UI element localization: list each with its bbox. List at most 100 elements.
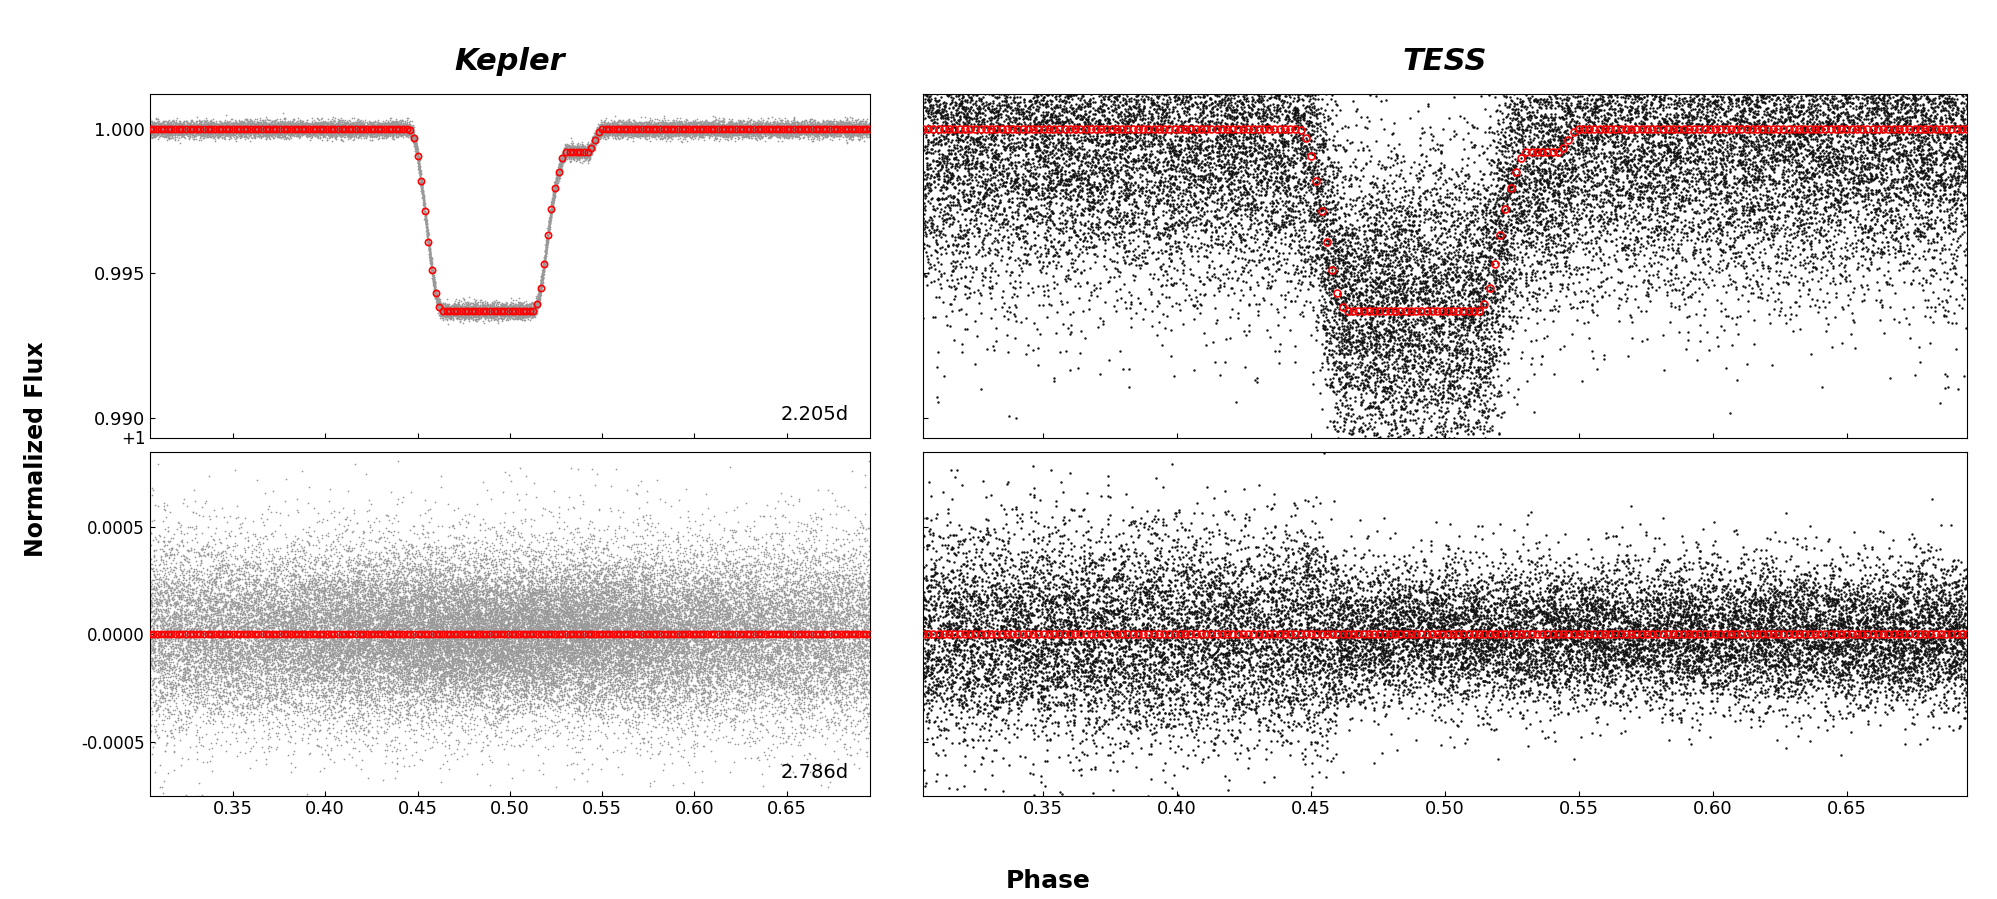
Point bbox=[775, 125, 807, 139]
Point bbox=[154, 123, 186, 138]
Point bbox=[1877, 601, 1909, 616]
Point bbox=[156, 127, 188, 141]
Point bbox=[1348, 592, 1380, 607]
Point bbox=[707, 635, 739, 649]
Point bbox=[829, 649, 861, 663]
Point bbox=[1540, 637, 1572, 652]
Point bbox=[971, 61, 1002, 76]
Point bbox=[411, 634, 443, 648]
Point bbox=[497, 619, 529, 634]
Point bbox=[333, 658, 365, 672]
Point bbox=[595, 603, 627, 618]
Point bbox=[911, 269, 943, 283]
Point bbox=[667, 125, 699, 139]
Point bbox=[649, 675, 681, 690]
Point bbox=[1400, 592, 1432, 606]
Point bbox=[805, 634, 837, 648]
Point bbox=[413, 708, 445, 723]
Point bbox=[140, 583, 172, 597]
Point bbox=[737, 128, 769, 142]
Point bbox=[583, 587, 615, 601]
Point bbox=[913, 650, 945, 664]
Point bbox=[395, 631, 427, 645]
Point bbox=[1032, 78, 1064, 93]
Point bbox=[643, 544, 675, 558]
Point bbox=[1266, 74, 1298, 88]
Point bbox=[1685, 197, 1717, 211]
Point bbox=[1300, 124, 1332, 138]
Point bbox=[355, 128, 387, 142]
Point bbox=[232, 659, 264, 673]
Point bbox=[569, 592, 601, 607]
Point bbox=[819, 578, 851, 592]
Point bbox=[256, 123, 288, 138]
Point bbox=[314, 623, 345, 637]
Point bbox=[1705, 618, 1737, 632]
Point bbox=[1296, 551, 1328, 565]
Point bbox=[1727, 15, 1759, 30]
Point bbox=[1528, 222, 1560, 236]
Point bbox=[1795, 673, 1827, 688]
Point bbox=[917, 569, 949, 583]
Point bbox=[1346, 327, 1378, 342]
Point bbox=[843, 121, 875, 136]
Point bbox=[733, 630, 765, 645]
Point bbox=[473, 588, 505, 602]
Point bbox=[168, 671, 200, 685]
Point bbox=[531, 232, 563, 246]
Point bbox=[1785, 48, 1817, 62]
Point bbox=[1256, 668, 1288, 682]
Point bbox=[1464, 362, 1496, 377]
Point bbox=[1843, 700, 1875, 715]
Point bbox=[298, 590, 330, 604]
Point bbox=[1528, 71, 1560, 85]
Point bbox=[210, 582, 242, 596]
Point bbox=[268, 623, 300, 637]
Point bbox=[1130, 565, 1162, 580]
Point bbox=[1777, 166, 1809, 181]
Point bbox=[1757, 639, 1789, 654]
Point bbox=[138, 122, 170, 137]
Point bbox=[280, 558, 312, 573]
Point bbox=[274, 120, 306, 135]
Point bbox=[1600, 530, 1632, 544]
Point bbox=[493, 631, 525, 645]
Point bbox=[1042, 123, 1074, 138]
Point bbox=[1827, 624, 1859, 638]
Point bbox=[949, 194, 981, 209]
Point bbox=[1719, 77, 1751, 92]
Point bbox=[1618, 617, 1650, 631]
Point bbox=[304, 764, 335, 779]
Point bbox=[1949, 169, 1981, 183]
Point bbox=[653, 632, 685, 646]
Point bbox=[1446, 623, 1478, 637]
Point bbox=[559, 141, 591, 156]
Point bbox=[633, 120, 665, 134]
Point bbox=[1388, 423, 1420, 437]
Point bbox=[328, 628, 359, 642]
Point bbox=[341, 111, 373, 126]
Point bbox=[691, 699, 723, 713]
Point bbox=[328, 573, 359, 587]
Point bbox=[280, 610, 312, 624]
Point bbox=[1138, 526, 1170, 540]
Point bbox=[152, 611, 184, 626]
Point bbox=[302, 630, 333, 645]
Point bbox=[379, 598, 411, 612]
Point bbox=[829, 623, 861, 637]
Point bbox=[1208, 530, 1240, 545]
Point bbox=[747, 650, 779, 664]
Point bbox=[373, 124, 405, 138]
Point bbox=[957, 130, 989, 145]
Point bbox=[533, 563, 565, 577]
Point bbox=[1498, 663, 1530, 677]
Point bbox=[683, 128, 715, 142]
Point bbox=[517, 612, 549, 627]
Point bbox=[1576, 541, 1608, 556]
Point bbox=[693, 619, 725, 634]
Point bbox=[457, 618, 489, 632]
Point bbox=[689, 613, 721, 628]
Point bbox=[491, 669, 523, 683]
Point bbox=[1865, 612, 1897, 627]
Point bbox=[1476, 639, 1508, 654]
